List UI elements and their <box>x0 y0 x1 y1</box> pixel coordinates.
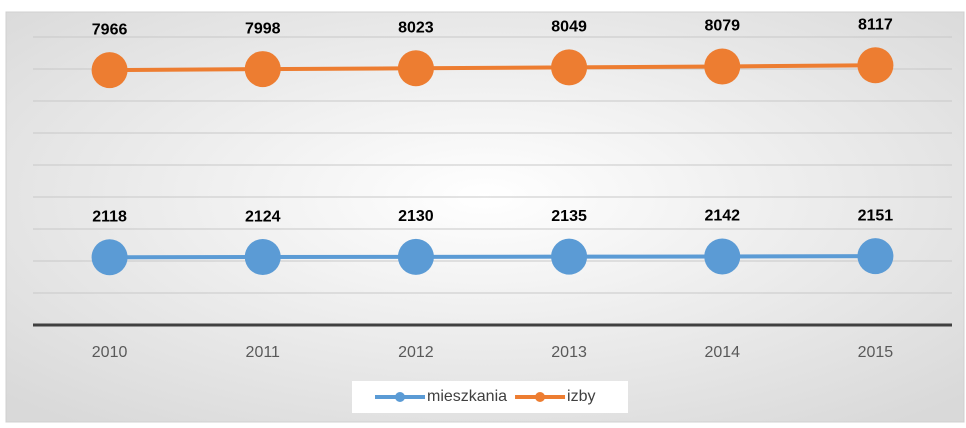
data-label: 8079 <box>704 18 740 35</box>
data-label: 7998 <box>245 20 281 37</box>
x-tick-label: 2013 <box>551 344 587 361</box>
series-line <box>109 63 876 73</box>
legend-label: izby <box>567 388 595 405</box>
x-tick-label: 2015 <box>858 344 894 361</box>
data-label: 2142 <box>704 208 740 225</box>
data-point <box>704 238 741 275</box>
data-label: 8023 <box>398 19 434 36</box>
data-point <box>244 239 281 276</box>
data-label: 2151 <box>858 207 894 224</box>
x-tick-label: 2010 <box>92 344 128 361</box>
data-label: 2135 <box>551 208 587 225</box>
data-point <box>91 52 128 89</box>
data-point <box>397 50 434 87</box>
legend-label: mieszkania <box>427 388 507 405</box>
series-line <box>109 254 876 260</box>
legend-marker <box>535 392 546 402</box>
legend-marker <box>395 392 405 402</box>
data-point <box>857 47 894 84</box>
x-tick-label: 2012 <box>398 344 434 361</box>
data-label: 8117 <box>858 16 893 33</box>
data-label: 7966 <box>92 21 128 38</box>
data-point <box>551 49 588 86</box>
data-label: 2130 <box>398 208 434 225</box>
data-label: 2124 <box>245 208 281 225</box>
chart-background <box>5 11 965 423</box>
x-tick-label: 2011 <box>246 344 281 361</box>
x-tick-label: 2014 <box>704 344 740 361</box>
legend: mieszkania izby <box>352 381 628 413</box>
data-point <box>397 238 434 275</box>
data-point <box>244 51 281 88</box>
data-point <box>704 48 741 85</box>
data-point <box>91 239 128 276</box>
data-point <box>857 238 894 275</box>
data-label: 2118 <box>92 208 127 225</box>
data-label: 8049 <box>551 19 587 36</box>
data-point <box>551 238 588 275</box>
